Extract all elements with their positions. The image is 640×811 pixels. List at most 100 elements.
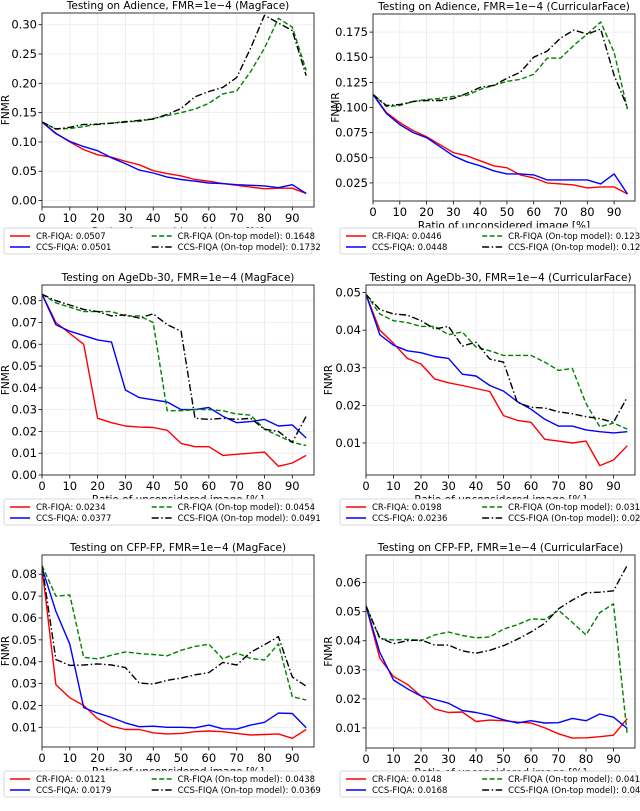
x-tick-label: 90: [285, 211, 300, 225]
chart-title: Testing on CFP-FP, FMR=1e−4 (CurricularF…: [377, 542, 624, 554]
x-tick-label: 10: [386, 479, 401, 493]
legend-label-4: CCS-FIQA (On-top model): 0.1732: [178, 243, 321, 253]
legend-box: [3, 498, 313, 526]
x-tick-label: 20: [414, 752, 429, 766]
x-tick-label: 70: [229, 479, 244, 493]
x-tick-label: 70: [551, 752, 566, 766]
y-tick-label: 0.02: [11, 698, 37, 712]
y-tick-label: 0.06: [335, 576, 361, 590]
legend-box: [3, 227, 313, 255]
x-tick-label: 0: [38, 211, 45, 225]
legend-label-3: CR-FIQA (On-top model): 0.0316: [508, 503, 640, 513]
chart-title: Testing on Adience, FMR=1e−4 (Curricular…: [377, 1, 630, 13]
y-tick-label: 0.30: [11, 18, 37, 32]
series-line-3: [42, 17, 307, 130]
x-tick-label: 70: [229, 751, 244, 765]
y-tick-label: 0.25: [11, 47, 37, 61]
legend-label-4: CCS-FIQA (On-top model): 0.0491: [178, 514, 321, 524]
y-tick-label: 0.08: [11, 567, 37, 581]
x-tick-label: 70: [551, 479, 566, 493]
y-tick-label: 0.01: [11, 720, 37, 734]
subplot-6: 0 10 20 30 40 50 60 70 80 90 0.01 0.02 0.03 0.04 0.05 0…: [323, 542, 640, 798]
y-axis-label: FNMR: [0, 95, 12, 125]
y-tick-label: 0.175: [335, 25, 368, 39]
y-tick-label: 0.04: [11, 381, 37, 395]
y-tick-label: 0.01: [335, 436, 361, 450]
legend-label-1: CR-FIQA: 0.0446: [372, 232, 442, 242]
x-tick-label: 30: [118, 751, 133, 765]
y-tick-label: 0.01: [335, 721, 361, 735]
legend-label-1: CR-FIQA: 0.0198: [372, 503, 442, 513]
subplot-1: 0 10 20 30 40 50 60 70 80 90 0.00 0.05 0.10 0.15 0.20 0…: [0, 0, 321, 255]
legend-label-2: CCS-FIQA: 0.0168: [372, 786, 447, 796]
y-tick-label: 0.05: [11, 633, 37, 647]
y-axis-label: FNMR: [323, 365, 335, 395]
x-tick-label: 0: [38, 751, 45, 765]
series-line-3: [366, 293, 628, 430]
y-tick-label: 0.150: [335, 50, 368, 64]
x-tick-label: 0: [362, 752, 369, 766]
plot-frame: [41, 284, 315, 476]
series-line-3: [42, 565, 307, 701]
x-tick-label: 80: [579, 479, 594, 493]
x-tick-label: 40: [146, 751, 161, 765]
y-tick-label: 0.03: [11, 677, 37, 691]
x-tick-label: 0: [38, 479, 45, 493]
series-line-3: [42, 293, 307, 447]
legend-box: [339, 227, 637, 255]
x-tick-label: 50: [174, 479, 189, 493]
legend-label-1: CR-FIQA: 0.0148: [372, 775, 442, 785]
chart-title: Testing on AgeDb-30, FMR=1e−4 (MagFace): [61, 272, 295, 284]
y-tick-label: 0.08: [11, 294, 37, 308]
subplot-2: 0 10 20 30 40 50 60 70 80 90 0.025 0.050 0.075 0.100 0…: [330, 1, 640, 255]
y-tick-label: 0.03: [335, 361, 361, 375]
x-tick-label: 60: [524, 752, 539, 766]
legend-label-2: CCS-FIQA: 0.0448: [372, 243, 447, 253]
plot-frame: [365, 554, 636, 749]
y-tick-label: 0.03: [11, 403, 37, 417]
x-tick-label: 90: [606, 752, 621, 766]
y-axis-label: FNMR: [0, 365, 12, 395]
x-tick-label: 80: [580, 205, 595, 219]
y-tick-label: 0.10: [11, 135, 37, 149]
legend-label-2: CCS-FIQA: 0.0501: [36, 243, 111, 253]
x-tick-label: 0: [362, 479, 369, 493]
x-tick-label: 30: [441, 479, 456, 493]
legend-label-1: CR-FIQA: 0.0507: [36, 232, 106, 242]
legend-box: [339, 498, 637, 526]
x-tick-label: 10: [62, 479, 77, 493]
series-line-1: [366, 294, 628, 467]
subplot-3: 0 10 20 30 40 50 60 70 80 90 0.00 0.01 0.02 0.03 0.04 0…: [0, 272, 321, 526]
x-tick-label: 60: [202, 211, 217, 225]
legend-label-2: CCS-FIQA: 0.0179: [36, 786, 111, 796]
series-line-4: [366, 564, 628, 654]
x-tick-label: 50: [496, 752, 511, 766]
x-tick-label: 90: [285, 751, 300, 765]
y-axis-label: FNMR: [330, 92, 342, 122]
series-line-2: [42, 293, 307, 439]
series-line-2: [42, 567, 307, 730]
y-tick-label: 0.15: [11, 106, 37, 120]
series-line-1: [42, 293, 307, 467]
y-axis-label: FNMR: [323, 636, 335, 666]
y-tick-label: 0.07: [11, 315, 37, 329]
series-line-2: [42, 121, 307, 195]
x-tick-label: 40: [469, 479, 484, 493]
legend-label-4: CCS-FIQA (On-top model): 0.0369: [178, 786, 321, 796]
legend-label-1: CR-FIQA: 0.0121: [36, 775, 106, 785]
chart-title: Testing on AgeDb-30, FMR=1e−4 (Curricula…: [368, 272, 631, 284]
legend-label-4: CCS-FIQA (On-top model): 0.0425: [508, 786, 640, 796]
legend-label-2: CCS-FIQA: 0.0236: [372, 514, 447, 524]
x-tick-label: 60: [202, 751, 217, 765]
legend-label-3: CR-FIQA (On-top model): 0.0414: [508, 775, 640, 785]
series-line-1: [373, 93, 628, 195]
y-tick-label: 0.050: [335, 151, 368, 165]
series-line-4: [373, 28, 629, 108]
series-line-2: [366, 605, 628, 730]
x-tick-label: 50: [174, 751, 189, 765]
y-tick-label: 0.03: [335, 663, 361, 677]
plot-frame: [365, 284, 636, 476]
